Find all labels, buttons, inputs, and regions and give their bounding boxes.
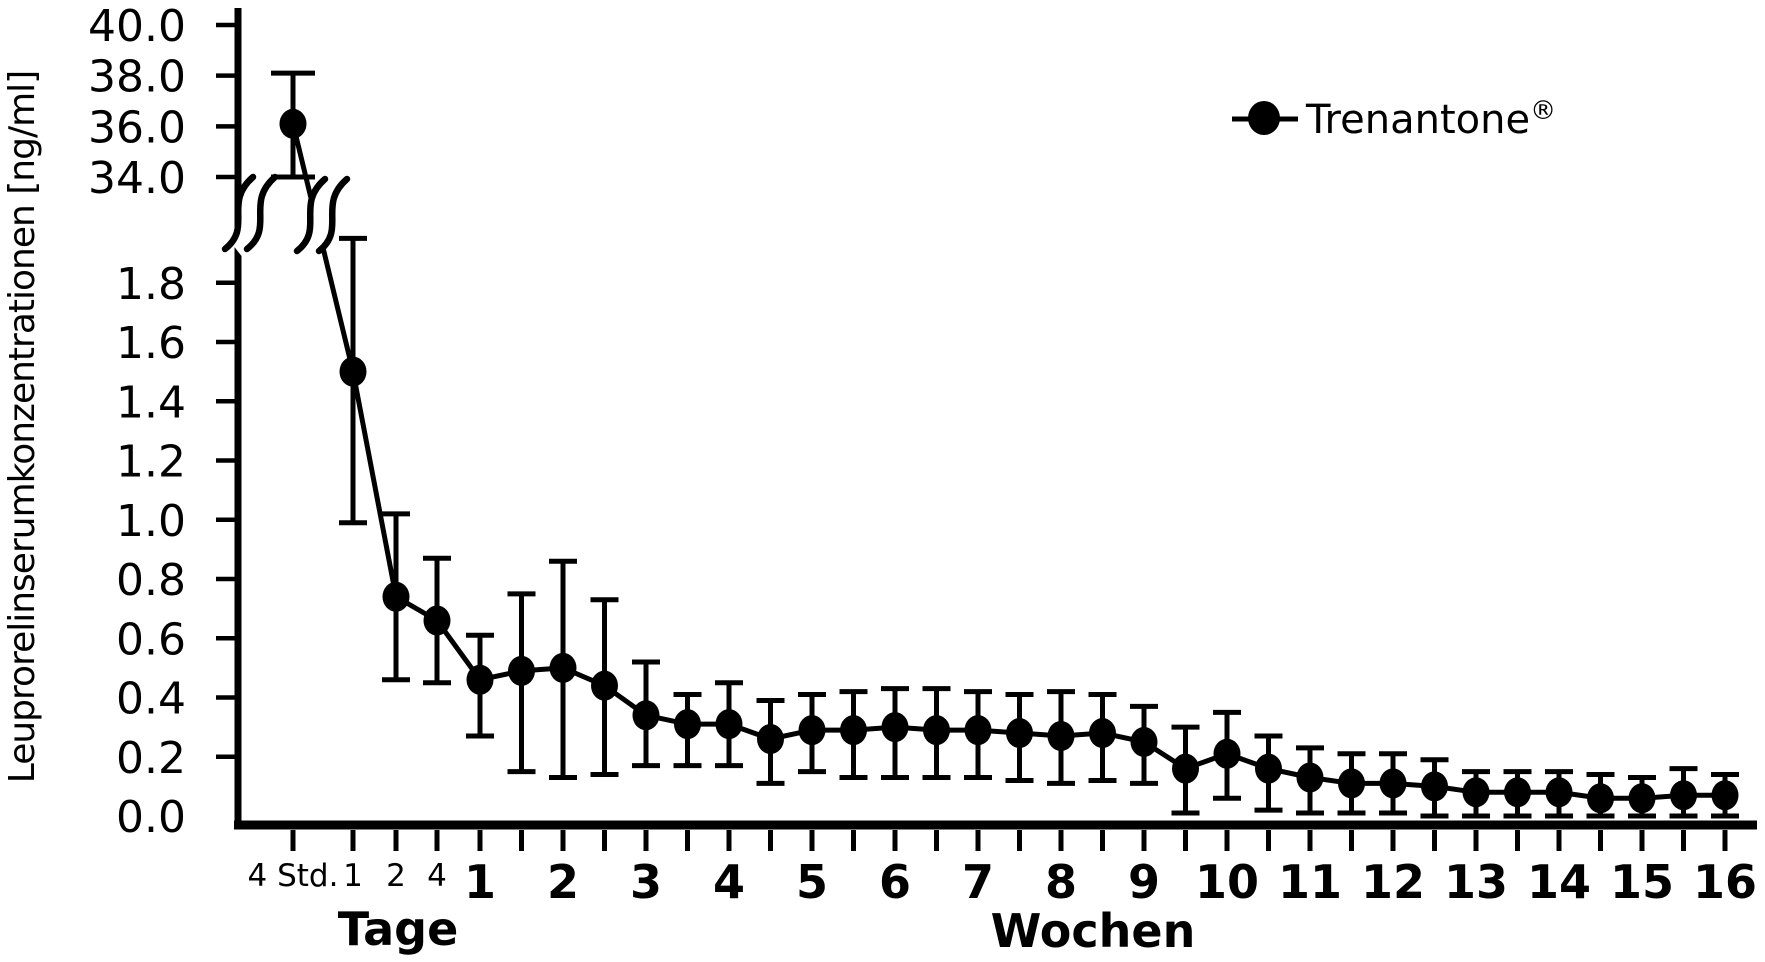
x-tick-label-week: 10: [1195, 855, 1259, 909]
data-point: [1047, 721, 1075, 752]
y-tick-label: 1.8: [116, 259, 186, 310]
data-point: [840, 715, 867, 746]
y-tick-label: 34.0: [88, 153, 186, 204]
axis-break-marks: [221, 169, 351, 259]
x-tick-label-week: 1: [464, 855, 496, 909]
data-point: [1296, 762, 1324, 793]
y-axis-title: Leuprorelinserumkonzentrationen [ng/ml]: [2, 71, 43, 783]
data-point: [382, 581, 410, 612]
x-tick-label-week: 9: [1128, 855, 1160, 909]
data-point: [1587, 783, 1614, 814]
y-tick-label: 0.4: [116, 674, 186, 725]
data-point: [1379, 768, 1407, 799]
data-point: [1089, 718, 1116, 749]
break-squiggle: [243, 173, 279, 253]
data-point: [1504, 777, 1531, 808]
x-tick-label-week: 5: [796, 855, 828, 909]
data-point: [923, 715, 950, 746]
x-tick-label-day: 4: [427, 858, 447, 894]
data-point: [423, 605, 451, 636]
x-section-label-days: Tage: [338, 902, 459, 956]
y-tick-label: 0.2: [116, 733, 186, 784]
data-point: [339, 356, 367, 387]
data-point: [1130, 726, 1158, 757]
x-tick-label-week: 12: [1361, 855, 1425, 909]
x-tick-label-day: 4 Std.: [248, 858, 339, 894]
data-point: [964, 715, 992, 746]
data-point: [508, 655, 535, 686]
legend-marker-dot: [1248, 101, 1280, 135]
data-point: [1255, 753, 1282, 784]
x-tick-label-week: 16: [1693, 855, 1757, 909]
data-point: [757, 723, 784, 754]
y-tick-label: 38.0: [88, 52, 186, 103]
data-point: [1006, 718, 1033, 749]
x-tick-label-week: 15: [1610, 855, 1674, 909]
x-tick-label-week: 7: [962, 855, 994, 909]
break-gap-band: [301, 171, 344, 259]
axis-ticks: [216, 22, 1728, 851]
data-series: [271, 70, 1739, 819]
data-point: [1628, 783, 1656, 814]
data-point: [715, 709, 743, 740]
data-point: [1213, 738, 1241, 769]
y-tick-label: 0.8: [116, 555, 186, 606]
data-point: [1421, 771, 1448, 802]
data-point: [466, 664, 494, 695]
x-section-label-weeks: Wochen: [991, 904, 1196, 958]
x-tick-label-week: 14: [1527, 855, 1591, 909]
data-point: [674, 709, 701, 740]
data-point: [591, 670, 618, 701]
data-point: [1545, 777, 1573, 808]
x-tick-label-week: 8: [1045, 855, 1077, 909]
data-point: [1462, 777, 1490, 808]
y-tick-label: 1.6: [116, 318, 186, 369]
legend: Trenantone®: [1232, 96, 1556, 143]
break-squiggle: [293, 175, 329, 255]
data-point: [798, 715, 826, 746]
series-line: [290, 123, 1725, 801]
legend-label: Trenantone®: [1305, 96, 1556, 143]
x-tick-label-week: 2: [547, 855, 579, 909]
data-point: [632, 700, 660, 731]
y-tick-label: 1.4: [116, 377, 186, 428]
y-tick-label: 1.0: [116, 496, 186, 547]
x-tick-labels: 4 Std. 1 2 4 1 2 3 4 5 6 7 8 9 10 11 12 13 14 15 16: [248, 855, 1757, 909]
y-tick-label: 0.0: [116, 792, 186, 843]
data-point: [1338, 768, 1365, 799]
break-squiggle: [221, 173, 257, 253]
y-tick-label: 1.2: [116, 437, 186, 488]
axes: [234, 8, 1757, 830]
y-tick-label: 0.6: [116, 614, 186, 665]
x-tick-label-week: 11: [1278, 855, 1342, 909]
y-tick-labels: 40.038.036.034.0 1.8 1.6 1.4 1.2 1.0 0.8 0.6 0.4…: [88, 1, 186, 843]
x-tick-label-week: 4: [713, 855, 745, 909]
break-squiggle: [315, 175, 351, 255]
data-point: [1670, 780, 1697, 811]
x-tick-label-day: 2: [386, 858, 406, 894]
data-point: [881, 712, 909, 743]
data-point: [1711, 780, 1739, 811]
data-point: [279, 108, 307, 139]
x-tick-label-week: 6: [879, 855, 911, 909]
x-tick-label-day: 1: [343, 858, 363, 894]
break-gap-band: [229, 169, 272, 257]
data-point: [1172, 753, 1199, 784]
data-point: [549, 652, 577, 683]
y-tick-label: 36.0: [88, 102, 186, 153]
y-tick-label: 40.0: [88, 1, 186, 52]
x-tick-label-week: 13: [1444, 855, 1508, 909]
x-tick-label-week: 3: [630, 855, 662, 909]
